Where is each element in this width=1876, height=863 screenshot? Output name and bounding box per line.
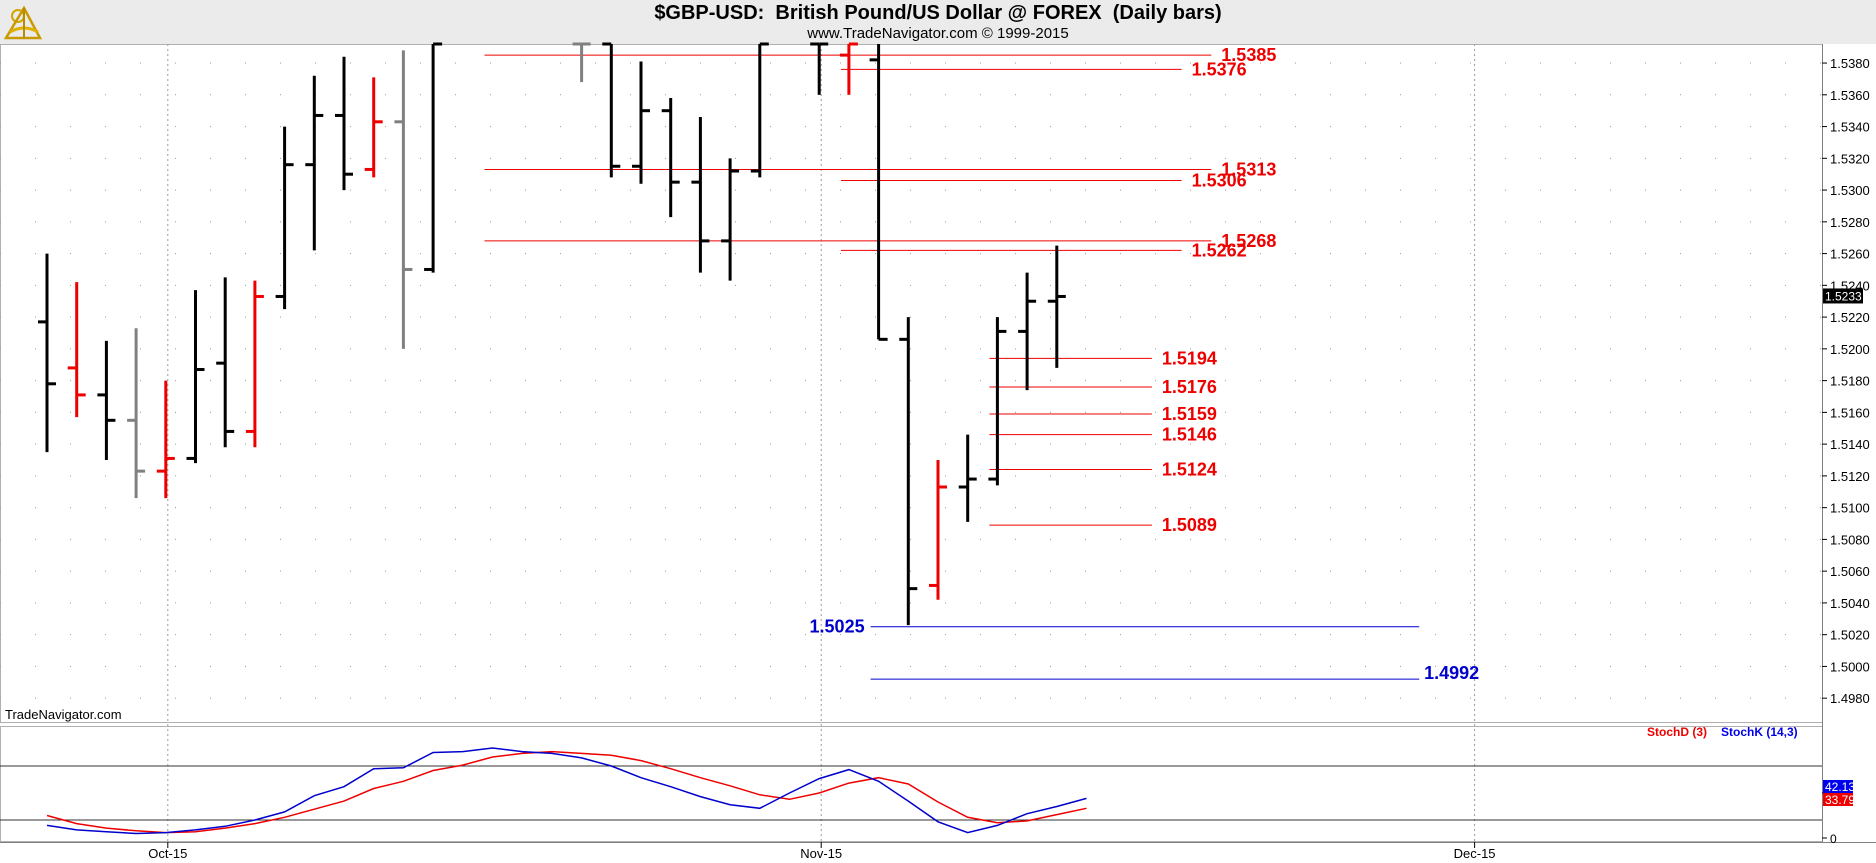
price-bar[interactable] bbox=[424, 42, 443, 273]
chart-subtitle: www.TradeNavigator.com © 1999-2015 bbox=[807, 25, 1069, 42]
y-tick-label: 1.5100 bbox=[1830, 501, 1870, 516]
price-bar[interactable] bbox=[394, 50, 413, 349]
x-tick-label: Dec-15 bbox=[1454, 846, 1496, 861]
price-bar[interactable] bbox=[1047, 245, 1066, 368]
y-tick-label: 1.5180 bbox=[1830, 374, 1870, 389]
stoch-line bbox=[46, 747, 1087, 835]
x-axis: Oct-15 Nov-15 Dec-15 bbox=[148, 842, 1496, 861]
y-tick-label: 1.5360 bbox=[1830, 88, 1870, 103]
price-bar[interactable] bbox=[335, 56, 353, 191]
y-tick-label: 1.5260 bbox=[1830, 247, 1870, 262]
y-tick-label: 1.5380 bbox=[1830, 56, 1870, 71]
y-tick-label: 1.5140 bbox=[1830, 437, 1870, 452]
chart-title: $GBP-USD: British Pound/US Dollar @ FORE… bbox=[654, 2, 1222, 24]
y-tick-label: 1.5120 bbox=[1830, 469, 1870, 484]
level-label: 1.5176 bbox=[1162, 377, 1217, 397]
y-tick-label: 1.5220 bbox=[1830, 310, 1870, 325]
y-tick-label: 1.5000 bbox=[1830, 659, 1870, 674]
y-tick-label: 1.4980 bbox=[1830, 691, 1870, 706]
y-tick-label: 1.5040 bbox=[1830, 596, 1870, 611]
level-label: 1.5194 bbox=[1162, 348, 1217, 368]
level-label: 1.5124 bbox=[1162, 460, 1217, 480]
y-tick-label: 1.5060 bbox=[1830, 564, 1870, 579]
stochd-value: 33.79 bbox=[1825, 793, 1855, 807]
price-bar[interactable] bbox=[988, 317, 1007, 486]
x-tick-label: Oct-15 bbox=[148, 846, 187, 861]
price-bar[interactable] bbox=[661, 97, 680, 218]
stochk-value-box bbox=[1823, 780, 1853, 793]
y-tick-label: 1.5320 bbox=[1830, 151, 1870, 166]
stoch-panel bbox=[0, 726, 1823, 842]
y-tick-label: 1.5160 bbox=[1830, 405, 1870, 420]
price-bar[interactable] bbox=[810, 42, 829, 95]
watermark-text: TradeNavigator.com bbox=[5, 707, 122, 722]
price-bar[interactable] bbox=[275, 126, 294, 310]
price-bar[interactable] bbox=[869, 44, 888, 341]
y-tick-label: 1.5300 bbox=[1830, 183, 1870, 198]
price-bar[interactable] bbox=[216, 277, 235, 448]
title-bar bbox=[0, 0, 1876, 44]
price-bar[interactable] bbox=[602, 42, 621, 178]
grid bbox=[0, 44, 1822, 842]
legend-stochd: StochD (3) bbox=[1647, 725, 1707, 739]
level-label: 1.5306 bbox=[1192, 171, 1247, 191]
ohlc-bars bbox=[38, 42, 1066, 626]
level-label: 1.5025 bbox=[810, 617, 865, 637]
level-label: 1.5146 bbox=[1162, 425, 1217, 445]
level-label: 1.5268 bbox=[1221, 231, 1276, 251]
price-bar[interactable] bbox=[245, 280, 264, 448]
level-label: 1.5089 bbox=[1162, 515, 1217, 535]
stoch-y-tick-label: 0 bbox=[1830, 832, 1837, 846]
price-bar[interactable] bbox=[364, 77, 383, 178]
price-bar[interactable] bbox=[572, 42, 591, 83]
price-panel bbox=[0, 44, 1823, 723]
y-tick-label: 1.5280 bbox=[1830, 215, 1870, 230]
price-bar[interactable] bbox=[632, 61, 650, 184]
level-label: 1.5159 bbox=[1162, 404, 1217, 424]
price-y-axis: 1.4980 1.5000 1.5020 1.5040 1.5060 1.5080 1.51… bbox=[1822, 56, 1870, 706]
last-price-label: 1.5233 bbox=[1825, 289, 1862, 303]
y-tick-label: 1.5340 bbox=[1830, 120, 1870, 135]
last-price-marker bbox=[1823, 288, 1863, 304]
level-label: 1.5262 bbox=[1192, 240, 1247, 260]
price-bar[interactable] bbox=[38, 253, 56, 453]
price-bar[interactable] bbox=[958, 434, 977, 522]
price-bar[interactable] bbox=[929, 460, 947, 600]
legend-stochk: StochK (14,3) bbox=[1721, 725, 1798, 739]
price-bar[interactable] bbox=[186, 290, 205, 464]
price-bar[interactable] bbox=[721, 158, 740, 281]
price-bar[interactable] bbox=[156, 380, 175, 499]
price-bar[interactable] bbox=[1018, 272, 1037, 391]
price-bar[interactable] bbox=[691, 117, 710, 273]
stoch-line bbox=[46, 750, 1087, 834]
level-label: 1.5376 bbox=[1192, 59, 1247, 79]
price-bar[interactable] bbox=[899, 317, 918, 626]
y-tick-label: 1.5020 bbox=[1830, 628, 1870, 643]
price-bar[interactable] bbox=[750, 42, 769, 178]
price-bar[interactable] bbox=[97, 340, 116, 461]
price-bar[interactable] bbox=[127, 328, 146, 499]
y-tick-label: 1.5200 bbox=[1830, 342, 1870, 357]
price-bar[interactable] bbox=[67, 282, 86, 418]
sextant-logo-icon bbox=[3, 5, 43, 40]
stochk-value: 42.13 bbox=[1825, 780, 1855, 794]
price-bar[interactable] bbox=[305, 75, 324, 251]
level-label: 1.5385 bbox=[1221, 45, 1276, 65]
x-tick-label: Nov-15 bbox=[800, 846, 842, 861]
y-tick-label: 1.5080 bbox=[1830, 532, 1870, 547]
stochd-value-box bbox=[1823, 793, 1853, 806]
price-bar[interactable] bbox=[839, 42, 858, 95]
level-label: 1.4992 bbox=[1424, 663, 1479, 683]
level-label: 1.5313 bbox=[1221, 159, 1276, 179]
